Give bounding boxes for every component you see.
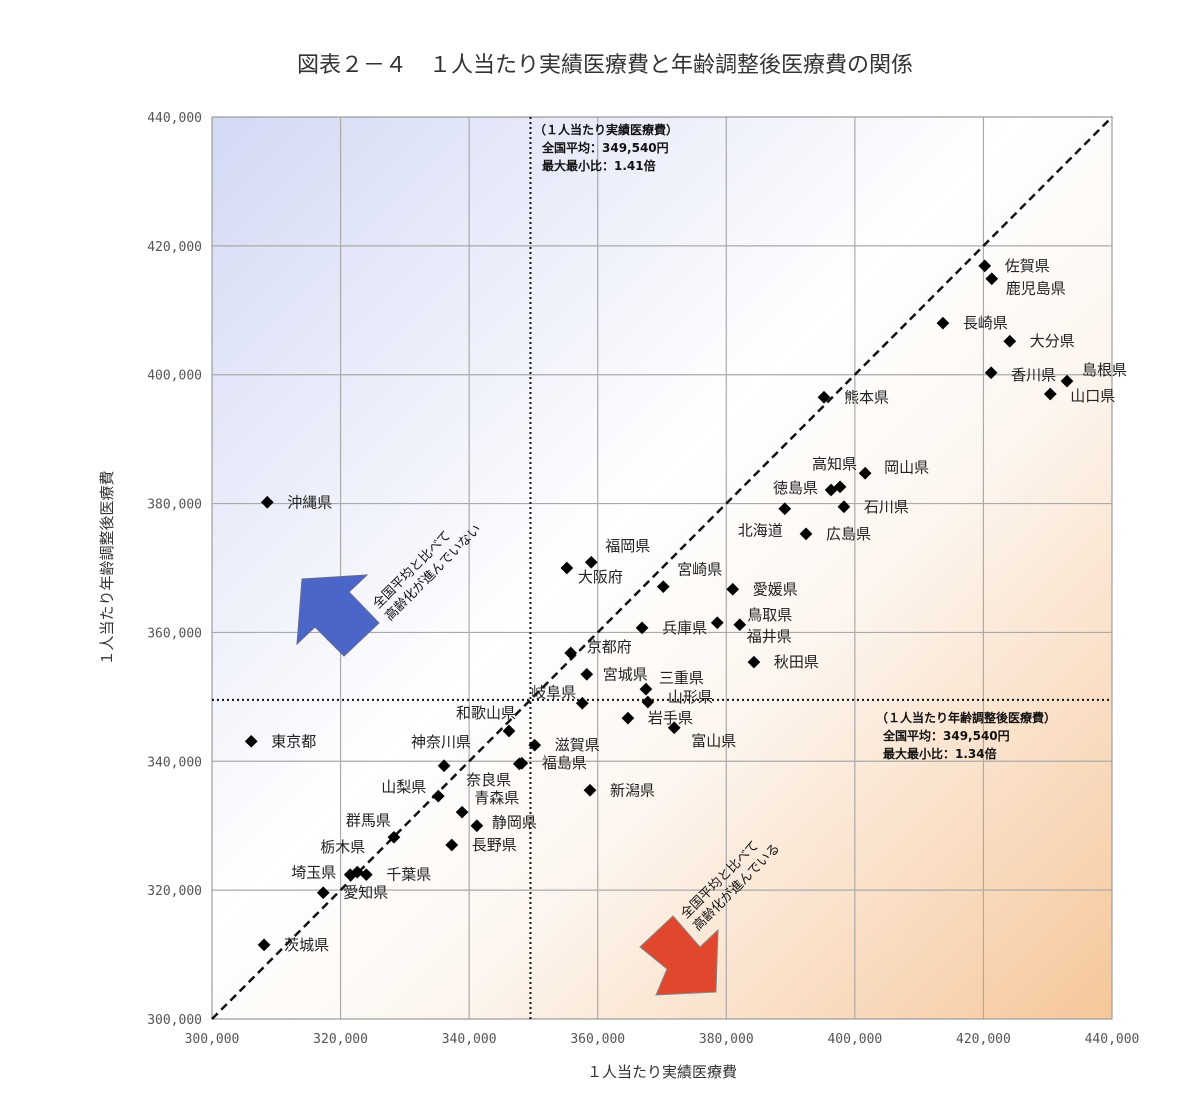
point-label: 宮城県 [603, 665, 648, 683]
plot-border [211, 116, 1113, 1020]
point-label: 青森県 [474, 789, 519, 807]
point-label: 沖縄県 [287, 493, 332, 511]
point-label: 島根県 [1082, 361, 1127, 379]
x-tick-label: 340,000 [442, 1032, 497, 1047]
y-tick-label: 340,000 [147, 755, 202, 770]
point-label: 北海道 [738, 522, 783, 540]
grid [211, 116, 1113, 1020]
x-note-ratio: 最大最小比：1.41倍 [542, 158, 656, 173]
point-label: 山形県 [668, 688, 713, 706]
axis-ticks: 300,000 320,000 340,000 360,000 380,000 400,0… [147, 111, 1139, 1047]
y-note-average: 全国平均：349,540円 [882, 728, 1010, 743]
point-label: 鳥取県 [747, 606, 792, 624]
point-label: 山梨県 [381, 778, 426, 796]
point-label: 愛媛県 [753, 580, 798, 598]
point-label: 兵庫県 [662, 619, 707, 637]
point-label: 栃木県 [320, 838, 365, 856]
point-label: 群馬県 [346, 811, 391, 829]
point-label: 徳島県 [773, 479, 818, 497]
diagonal-line [211, 116, 1113, 1020]
point-label: 大阪府 [578, 568, 623, 586]
point-label: 高知県 [812, 455, 857, 473]
point-label: 秋田県 [774, 653, 819, 671]
x-tick-label: 320,000 [313, 1032, 368, 1047]
upper-left-arrow [296, 574, 380, 657]
point-label: 広島県 [826, 525, 871, 543]
point-label: 埼玉県 [291, 864, 336, 882]
point-label: 岩手県 [648, 709, 693, 727]
point-label: 岡山県 [884, 458, 929, 476]
point-label: 東京都 [271, 732, 316, 750]
point-label: 富山県 [691, 732, 736, 750]
point-label: 茨城県 [284, 936, 329, 954]
x-note-average: 全国平均：349,540円 [541, 140, 669, 155]
y-average-note: （１人当たり年齢調整後医療費） 全国平均：349,540円 最大最小比：1.34… [876, 710, 1056, 761]
reference-lines [211, 116, 1113, 1020]
data-point: 北海道 [738, 502, 792, 540]
x-note-title: （１人当たり実績医療費） [534, 122, 678, 137]
y-axis-label: １人当たり年齢調整後医療費 [98, 470, 116, 665]
point-label: 香川県 [1011, 366, 1056, 384]
y-tick-label: 360,000 [147, 626, 202, 641]
data-point: 沖縄県 [260, 493, 332, 511]
y-tick-label: 440,000 [147, 111, 202, 126]
point-label: 京都府 [587, 638, 632, 656]
point-label: 長崎県 [963, 314, 1008, 332]
point-label: 愛知県 [343, 884, 388, 902]
point-label: 宮崎県 [677, 561, 722, 579]
y-tick-label: 300,000 [147, 1013, 202, 1028]
point-label: 福岡県 [605, 537, 650, 555]
y-note-title: （１人当たり年齢調整後医療費） [876, 710, 1056, 725]
x-average-note: （１人当たり実績医療費） 全国平均：349,540円 最大最小比：1.41倍 [534, 122, 678, 173]
point-label: 神奈川県 [411, 733, 471, 751]
point-label: 千葉県 [386, 866, 431, 884]
x-axis-label: １人当たり実績医療費 [587, 1063, 737, 1081]
x-tick-label: 360,000 [570, 1032, 625, 1047]
y-tick-label: 400,000 [147, 369, 202, 384]
point-label: 岐阜県 [531, 683, 576, 701]
point-label: 滋賀県 [555, 736, 600, 754]
point-label: 静岡県 [492, 814, 537, 832]
x-tick-label: 400,000 [827, 1032, 882, 1047]
y-tick-label: 320,000 [147, 884, 202, 899]
x-tick-label: 440,000 [1085, 1032, 1140, 1047]
x-tick-label: 300,000 [185, 1032, 240, 1047]
y-tick-label: 420,000 [147, 240, 202, 255]
point-label: 福島県 [542, 754, 587, 772]
x-tick-label: 380,000 [699, 1032, 754, 1047]
x-tick-label: 420,000 [956, 1032, 1011, 1047]
point-label: 鹿児島県 [1006, 280, 1066, 298]
chart-title: 図表２－４ １人当たり実績医療費と年齢調整後医療費の関係 [297, 53, 913, 78]
point-label: 新潟県 [610, 781, 655, 799]
point-label: 和歌山県 [456, 704, 516, 722]
point-label: 熊本県 [844, 388, 889, 406]
point-label: 大分県 [1030, 332, 1075, 350]
point-label: 三重県 [659, 669, 704, 687]
point-label: 奈良県 [466, 771, 511, 789]
point-label: 福井県 [747, 628, 792, 646]
point-label: 山口県 [1070, 387, 1115, 405]
y-tick-label: 380,000 [147, 498, 202, 513]
point-label: 佐賀県 [1005, 257, 1050, 275]
point-label: 石川県 [864, 498, 909, 516]
point-marker [260, 495, 274, 509]
lower-right-arrow [639, 915, 719, 996]
point-label: 長野県 [472, 836, 517, 854]
y-note-ratio: 最大最小比：1.34倍 [883, 746, 997, 761]
